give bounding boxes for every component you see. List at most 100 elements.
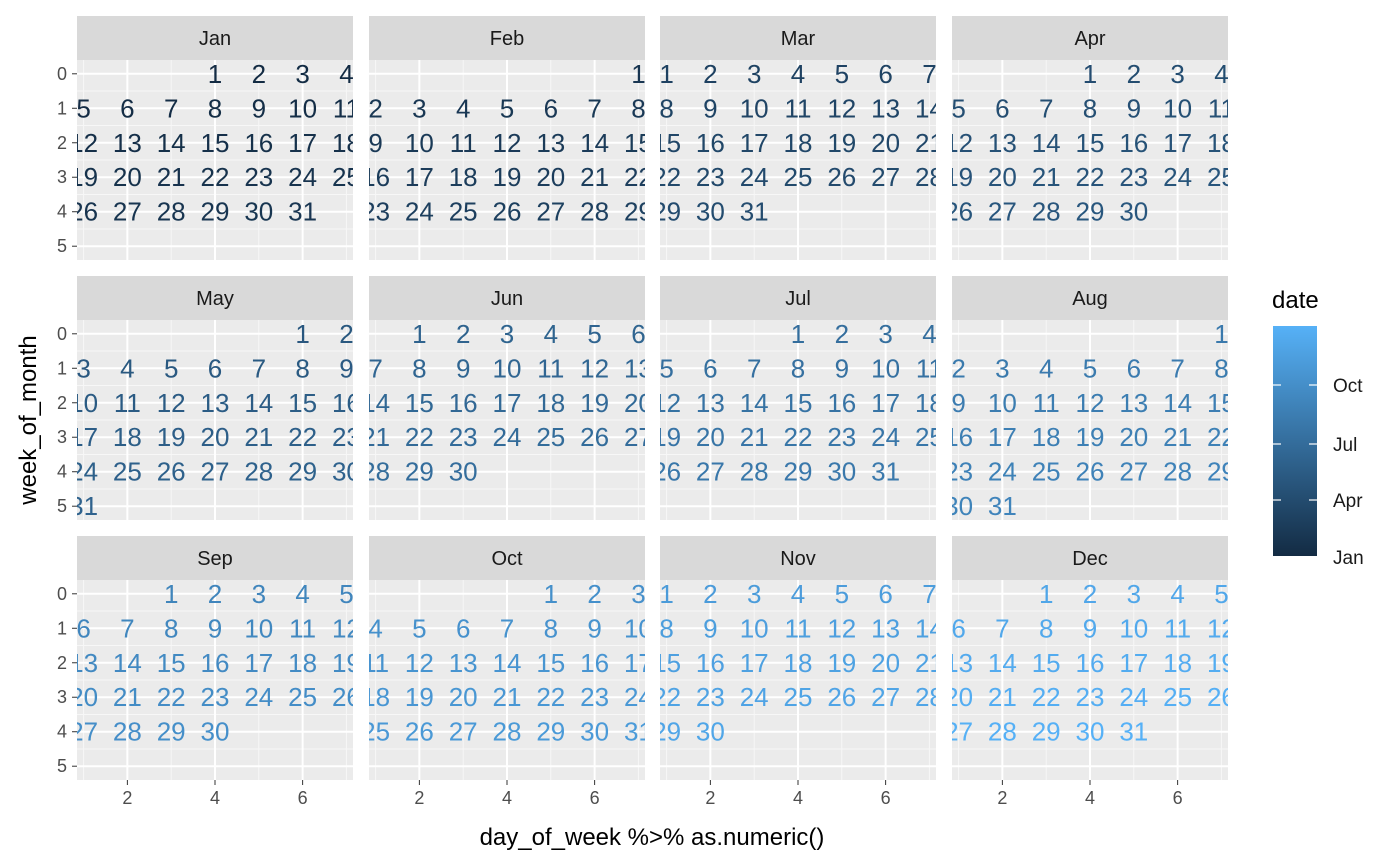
day-label: 4	[456, 93, 470, 123]
day-label: 4	[922, 319, 936, 349]
day-label: 15	[1076, 128, 1105, 158]
day-label: 17	[624, 648, 653, 678]
day-label: 16	[944, 422, 973, 452]
day-label: 4	[295, 579, 309, 609]
day-label: 21	[157, 162, 186, 192]
day-label: 9	[703, 613, 717, 643]
facet-strip-label: Nov	[780, 548, 816, 570]
y-tick-label: 3	[57, 427, 67, 447]
x-tick-label: 6	[881, 788, 891, 808]
day-label: 11	[537, 353, 564, 383]
x-tick-label: 4	[793, 788, 803, 808]
day-label: 25	[361, 717, 390, 747]
day-label: 17	[288, 128, 317, 158]
day-label: 29	[536, 717, 565, 747]
day-label: 31	[1119, 717, 1148, 747]
day-label: 31	[988, 491, 1017, 521]
x-tick-label: 2	[122, 788, 132, 808]
day-label: 2	[208, 579, 222, 609]
day-label: 31	[288, 197, 317, 227]
day-label: 30	[944, 491, 973, 521]
day-label: 28	[113, 717, 142, 747]
day-label: 6	[544, 93, 558, 123]
day-label: 3	[995, 353, 1009, 383]
facet-strip-label: Sep	[197, 548, 233, 570]
legend: date Jan Apr Jul Oct	[1272, 287, 1364, 569]
day-label: 26	[944, 197, 973, 227]
day-label: 23	[244, 162, 273, 192]
day-label: 15	[201, 128, 230, 158]
day-label: 29	[652, 717, 681, 747]
day-label: 14	[113, 648, 142, 678]
day-label: 28	[915, 162, 944, 192]
day-label: 25	[449, 197, 478, 227]
day-label: 24	[740, 162, 769, 192]
day-label: 2	[1083, 579, 1097, 609]
day-label: 5	[164, 353, 178, 383]
day-label: 4	[1214, 59, 1228, 89]
day-label: 21	[113, 682, 142, 712]
day-label: 25	[915, 422, 944, 452]
day-label: 26	[827, 682, 856, 712]
day-label: 1	[164, 579, 178, 609]
day-label: 4	[544, 319, 558, 349]
y-tick-label: 2	[57, 133, 67, 153]
day-label: 1	[1039, 579, 1053, 609]
y-tick-label: 5	[57, 756, 67, 776]
day-label: 30	[827, 457, 856, 487]
day-label: 16	[449, 388, 478, 418]
day-label: 26	[652, 457, 681, 487]
day-label: 26	[332, 682, 361, 712]
day-label: 30	[580, 717, 609, 747]
day-label: 9	[703, 93, 717, 123]
legend-label: Jan	[1333, 548, 1364, 569]
y-axes: 0 1 2 3 4 5 0 1 2 3 4 5 0 1 2 3 4 5	[57, 64, 77, 776]
day-label: 30	[1119, 197, 1148, 227]
day-label: 21	[580, 162, 609, 192]
day-label: 9	[1127, 93, 1141, 123]
day-label: 20	[536, 162, 565, 192]
day-label: 12	[652, 388, 681, 418]
day-label: 27	[624, 422, 653, 452]
y-tick-label: 5	[57, 496, 67, 516]
day-label: 30	[332, 457, 361, 487]
day-label: 17	[244, 648, 273, 678]
day-label: 28	[988, 717, 1017, 747]
day-label: 29	[1076, 197, 1105, 227]
day-label: 25	[784, 162, 813, 192]
day-label: 6	[995, 93, 1009, 123]
day-label: 24	[871, 422, 900, 452]
y-tick-label: 5	[57, 236, 67, 256]
day-label: 2	[951, 353, 965, 383]
day-label: 8	[1214, 353, 1228, 383]
day-label: 24	[624, 682, 653, 712]
day-label: 6	[208, 353, 222, 383]
day-label: 22	[157, 682, 186, 712]
day-label: 14	[493, 648, 522, 678]
day-label: 8	[1083, 93, 1097, 123]
facet-strip	[77, 536, 353, 580]
day-label: 24	[740, 682, 769, 712]
day-label: 9	[951, 388, 965, 418]
day-label: 16	[244, 128, 273, 158]
day-label: 8	[295, 353, 309, 383]
facet-strip-label: Jan	[199, 28, 231, 50]
day-label: 14	[915, 93, 944, 123]
day-label: 22	[624, 162, 653, 192]
y-tick-label: 3	[57, 167, 67, 187]
facet-strip	[369, 536, 645, 580]
day-label: 24	[405, 197, 434, 227]
day-label: 15	[784, 388, 813, 418]
day-label: 19	[493, 162, 522, 192]
day-label: 28	[580, 197, 609, 227]
day-label: 4	[120, 353, 134, 383]
day-label: 14	[580, 128, 609, 158]
